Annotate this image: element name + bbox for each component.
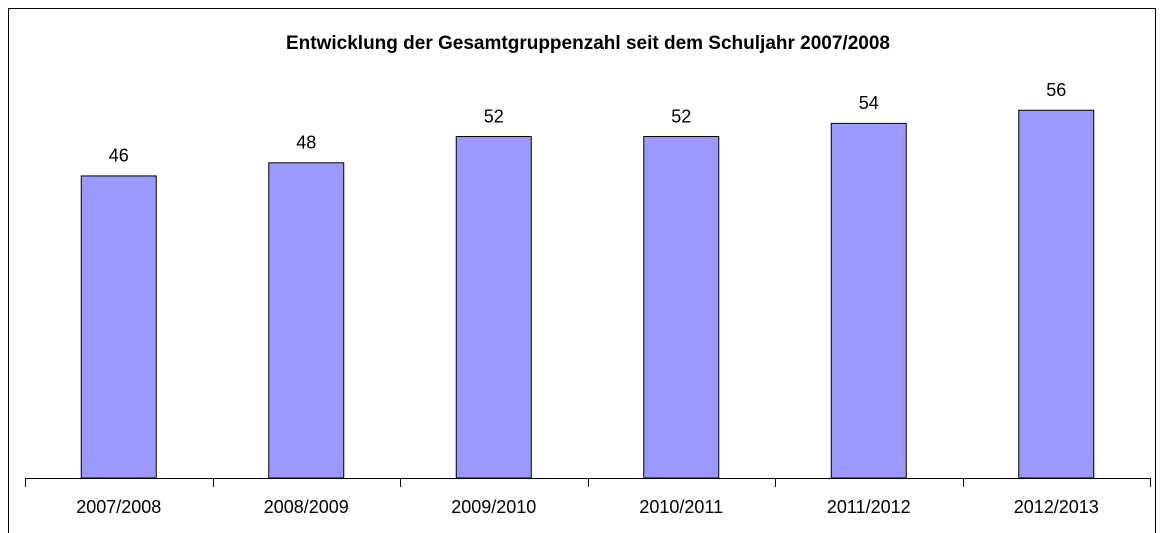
bar (268, 162, 345, 479)
data-label: 54 (859, 93, 879, 113)
bar (643, 136, 720, 479)
bar (1018, 109, 1095, 479)
bar (80, 175, 157, 479)
data-label: 48 (296, 133, 316, 153)
data-label: 46 (109, 146, 129, 166)
x-tick-label: 2009/2010 (451, 497, 536, 517)
data-label: 52 (484, 106, 504, 126)
chart-title: Entwicklung der Gesamtgruppenzahl seit d… (286, 33, 890, 54)
chart-frame (8, 8, 1156, 533)
x-tick-label: 2012/2013 (1014, 497, 1099, 517)
data-label: 52 (671, 106, 691, 126)
x-tick-label: 2008/2009 (264, 497, 349, 517)
x-tick-label: 2007/2008 (76, 497, 161, 517)
data-label: 56 (1046, 80, 1066, 100)
x-tick-label: 2010/2011 (639, 497, 723, 517)
bar (455, 136, 532, 479)
x-tick-label: 2011/2012 (827, 497, 911, 517)
bar (830, 122, 907, 479)
